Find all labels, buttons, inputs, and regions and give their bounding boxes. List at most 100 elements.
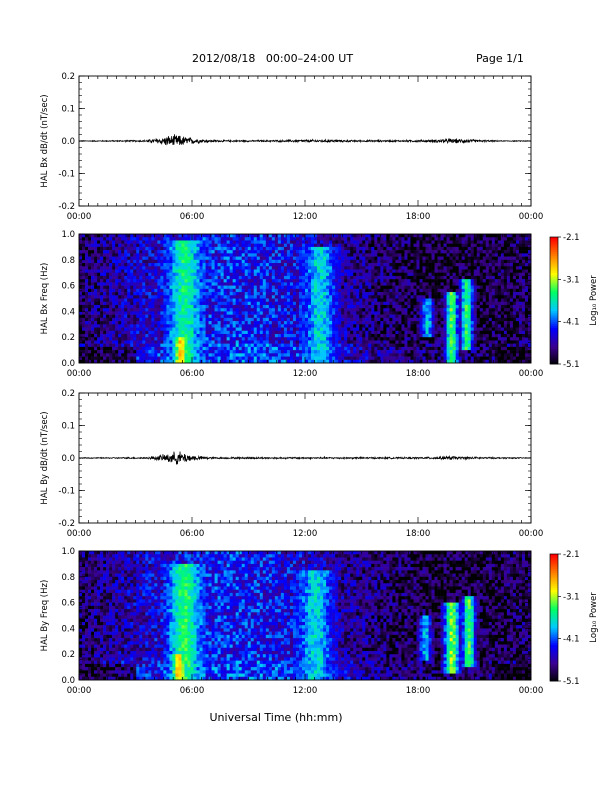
spectrogram-cell: [133, 295, 136, 299]
spectrogram-cell: [163, 276, 166, 280]
spectrogram-cell: [209, 276, 212, 280]
spectrogram-cell: [432, 276, 435, 280]
spectrogram-cell: [187, 315, 190, 319]
spectrogram-cell: [190, 353, 193, 357]
spectrogram-cell: [353, 305, 356, 309]
spectrogram-cell: [115, 247, 118, 251]
spectrogram-cell: [350, 357, 353, 361]
spectrogram-cell: [221, 315, 224, 319]
spectrogram-cell: [248, 250, 251, 254]
spectrogram-cell: [266, 337, 269, 341]
spectrogram-cell: [341, 347, 344, 351]
spectrogram-cell: [284, 286, 287, 290]
spectrogram-cell: [383, 234, 386, 238]
spectrogram-cell: [212, 337, 215, 341]
spectrogram-cell: [124, 289, 127, 293]
spectrogram-cell: [269, 266, 272, 270]
spectrogram-cell: [329, 273, 332, 277]
spectrogram-cell: [380, 263, 383, 267]
spectrogram-cell: [320, 237, 323, 241]
spectrogram-cell: [344, 340, 347, 344]
spectrogram-cell: [151, 253, 154, 257]
spectrogram-cell: [218, 311, 221, 315]
spectrogram-cell: [233, 240, 236, 244]
spectrogram-cell: [423, 282, 426, 286]
spectrogram-cell: [356, 318, 359, 322]
spectrogram-cell: [332, 318, 335, 322]
spectrogram-cell: [172, 305, 175, 309]
spectrogram-cell: [423, 334, 426, 338]
spectrogram-cell: [260, 350, 263, 354]
spectrogram-cell: [94, 295, 97, 299]
spectrogram-cell: [127, 305, 130, 309]
spectrogram-cell: [190, 286, 193, 290]
spectrogram-cell: [266, 260, 269, 264]
spectrogram-cell: [203, 347, 206, 351]
spectrogram-cell: [151, 328, 154, 332]
spectrogram-cell: [284, 282, 287, 286]
spectrogram-cell: [432, 331, 435, 335]
spectrogram-cell: [178, 273, 181, 277]
spectrogram-cell: [157, 305, 160, 309]
spectrogram-cell: [365, 263, 368, 267]
spectrogram-cell: [197, 273, 200, 277]
spectrogram-cell: [91, 305, 94, 309]
spectrogram-cell: [100, 344, 103, 348]
spectrogram-cell: [326, 328, 329, 332]
spectrogram-cell: [293, 250, 296, 254]
spectrogram-cell: [148, 247, 151, 251]
spectrogram-cell: [100, 311, 103, 315]
spectrogram-cell: [154, 347, 157, 351]
spectrogram-cell: [197, 302, 200, 306]
spectrogram-cell: [410, 269, 413, 273]
spectrogram-cell: [347, 337, 350, 341]
spectrogram-cell: [106, 292, 109, 296]
spectrogram-cell: [212, 240, 215, 244]
spectrogram-cell: [100, 253, 103, 257]
spectrogram-cell: [278, 263, 281, 267]
spectrogram-cell: [281, 279, 284, 283]
spectrogram-cell: [136, 247, 139, 251]
spectrogram-cell: [148, 308, 151, 312]
spectrogram-cell: [317, 357, 320, 361]
spectrogram-cell: [353, 324, 356, 328]
spectrogram-cell: [257, 266, 260, 270]
spectrogram-cell: [236, 282, 239, 286]
spectrogram-cell: [269, 250, 272, 254]
spectrogram-cell: [407, 240, 410, 244]
spectrogram-cell: [160, 263, 163, 267]
spectrogram-cell: [251, 302, 254, 306]
spectrogram-cell: [245, 321, 248, 325]
spectrogram-cell: [218, 282, 221, 286]
spectrogram-cell: [106, 350, 109, 354]
spectrogram-cell: [230, 263, 233, 267]
spectrogram-cell: [341, 250, 344, 254]
spectrogram-cell: [227, 311, 230, 315]
spectrogram-cell: [160, 299, 163, 303]
spectrogram-cell: [356, 276, 359, 280]
spectrogram-cell: [320, 247, 323, 251]
spectrogram-cell: [272, 273, 275, 277]
spectrogram-cell: [190, 295, 193, 299]
spectrogram-cell: [251, 315, 254, 319]
spectrogram-cell: [341, 302, 344, 306]
spectrogram-cell: [269, 328, 272, 332]
spectrogram-cell: [347, 279, 350, 283]
spectrogram-cell: [230, 334, 233, 338]
spectrogram-cell: [266, 279, 269, 283]
spectrogram-cell: [106, 337, 109, 341]
spectrogram-cell: [407, 257, 410, 261]
spectrogram-cell: [335, 340, 338, 344]
spectrogram-cell: [335, 289, 338, 293]
spectrogram-cell: [248, 315, 251, 319]
spectrogram-cell: [290, 321, 293, 325]
spectrogram-cell: [175, 302, 178, 306]
spectrogram-cell: [263, 240, 266, 244]
spectrogram-cell: [190, 244, 193, 248]
spectrogram-cell: [371, 318, 374, 322]
spectrogram-cell: [109, 266, 112, 270]
spectrogram-cell: [344, 353, 347, 357]
spectrogram-cell: [290, 257, 293, 261]
spectrogram-cell: [190, 334, 193, 338]
spectrogram-cell: [166, 250, 169, 254]
